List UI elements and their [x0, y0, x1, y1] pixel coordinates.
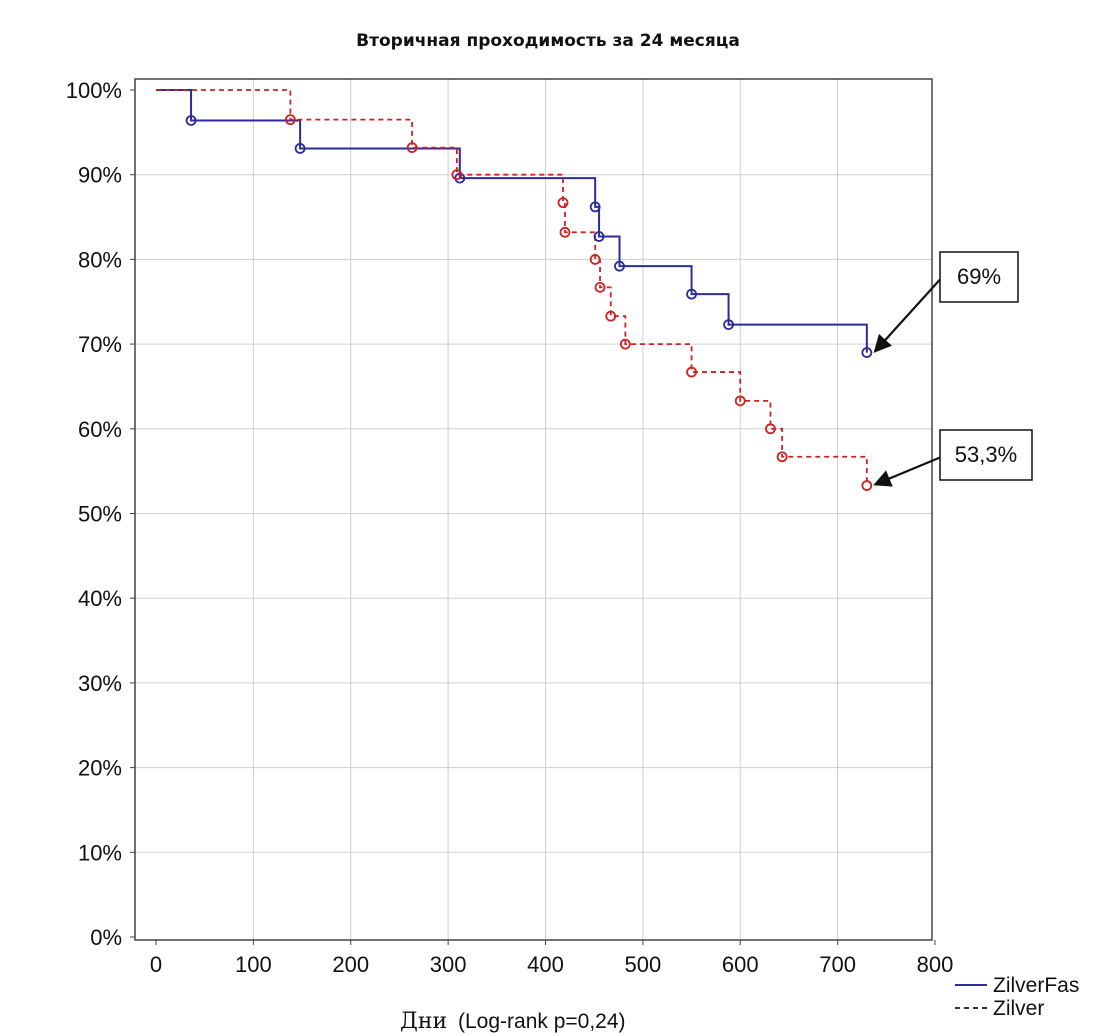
- censor-mark-zilverfas: [589, 201, 601, 213]
- series-line-zilverfas: [156, 89, 868, 353]
- censor-mark-zilverfas: [861, 347, 873, 358]
- annotation-box: [939, 429, 1033, 481]
- y-tick-label: 90%: [78, 163, 122, 188]
- annotation-label: 53,3%: [955, 442, 1017, 467]
- censor-mark-zilver: [686, 366, 697, 378]
- y-tick-label: 0%: [90, 925, 122, 950]
- legend-label-zilverfas: ZilverFas: [993, 974, 1079, 997]
- series-line-zilver: [156, 89, 868, 486]
- annotation-box: [939, 251, 1019, 303]
- y-tick-label: 70%: [78, 332, 122, 357]
- y-tick-label: 10%: [78, 840, 122, 865]
- censor-mark-zilver: [619, 338, 631, 350]
- y-tick-label: 50%: [78, 502, 122, 527]
- axes: 0 100 200 300 400 500 600 700 800 0% 10% 20% 30% 40% 5…: [66, 78, 954, 977]
- annotation-arrow: [873, 456, 941, 487]
- censor-mark-zilver: [765, 423, 776, 435]
- x-tick-label: 200: [332, 952, 369, 977]
- x-axis-note: (Log-rank p=0,24): [458, 1010, 626, 1033]
- censor-mark-zilver: [406, 142, 418, 153]
- series-lines: [156, 89, 868, 486]
- annotation-label: 69%: [957, 264, 1001, 289]
- x-tick-label: 300: [430, 952, 467, 977]
- y-tick-label: 40%: [78, 586, 122, 611]
- censor-mark-zilverfas: [723, 319, 734, 331]
- censor-mark-zilverfas: [185, 115, 197, 126]
- x-tick-label: 700: [819, 952, 856, 977]
- censor-mark-zilver: [589, 253, 601, 265]
- x-tick-label: 600: [722, 952, 759, 977]
- legend-label-zilver: Zilver: [993, 997, 1044, 1020]
- censor-mark-zilverfas: [686, 288, 697, 300]
- censor-mark-zilver: [734, 395, 746, 407]
- censor-mark-zilver: [559, 226, 571, 238]
- censor-mark-zilver: [284, 114, 296, 126]
- y-tick-label: 60%: [78, 417, 122, 442]
- x-tick-label: 500: [625, 952, 662, 977]
- chart-title: Вторичная проходимость за 24 месяца: [356, 31, 740, 51]
- x-tick-label: 100: [235, 952, 272, 977]
- x-axis-label: Дни: [400, 1009, 447, 1034]
- grid: [135, 79, 932, 940]
- censor-mark-zilverfas: [593, 231, 605, 242]
- censor-mark-zilver: [594, 281, 606, 293]
- censor-mark-zilverfas: [294, 143, 306, 154]
- x-tick-label: 400: [527, 952, 564, 977]
- x-tick-label: 800: [917, 952, 954, 977]
- censor-mark-zilver: [861, 480, 873, 491]
- censor-mark-zilverfas: [614, 260, 625, 272]
- annotation-arrow: [873, 278, 941, 353]
- censor-mark-zilver: [776, 451, 788, 463]
- y-tick-label: 20%: [78, 756, 122, 781]
- y-tick-label: 80%: [78, 247, 122, 272]
- censor-mark-zilver: [451, 169, 463, 181]
- y-tick-label: 30%: [78, 671, 122, 696]
- plot-frame: [134, 78, 933, 941]
- x-tick-label: 0: [150, 952, 162, 977]
- censor-mark-zilver: [557, 197, 569, 209]
- censor-mark-zilver: [605, 310, 617, 322]
- censor-marks: [185, 114, 873, 491]
- y-tick-label: 100%: [66, 78, 122, 103]
- annotations: 69% 53,3%: [873, 251, 1033, 487]
